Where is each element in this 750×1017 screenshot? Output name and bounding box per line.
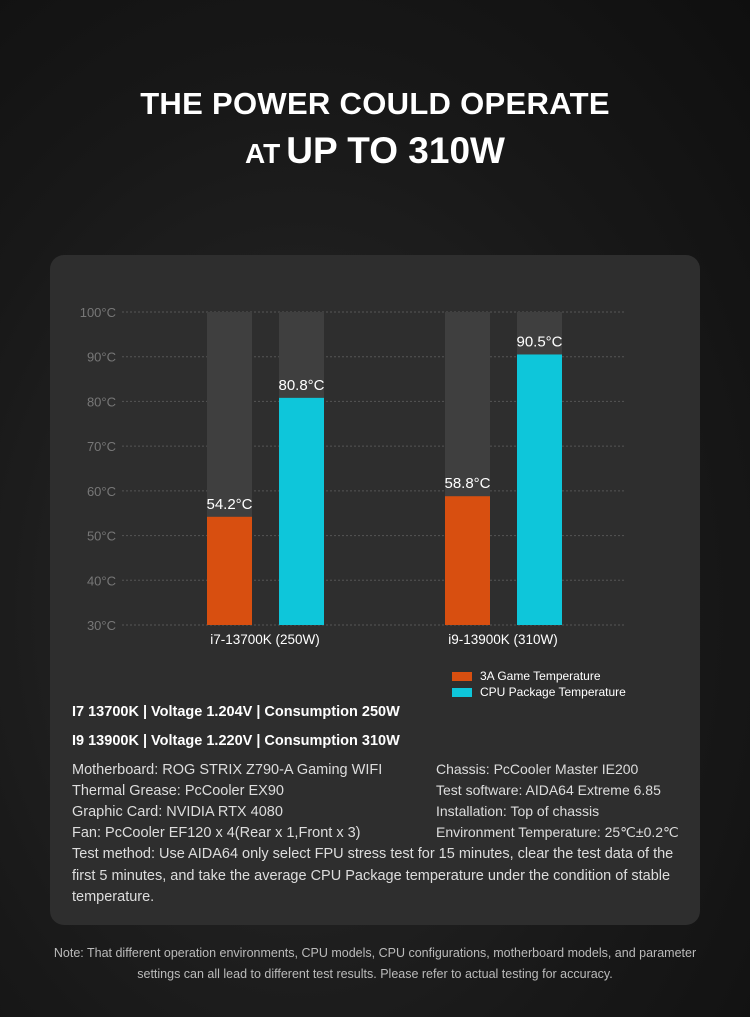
info-left: Motherboard: ROG STRIX Z790-A Gaming WIF… (72, 760, 382, 844)
legend-swatch-cyan (452, 688, 472, 698)
legend-label: 3A Game Temperature (480, 669, 601, 683)
legend-swatch-orange (452, 672, 472, 682)
bar-value-label: 90.5°C (516, 333, 562, 350)
y-tick-label: 60°C (87, 484, 116, 499)
legend-item-game: 3A Game Temperature (452, 669, 601, 683)
y-tick-label: 30°C (87, 618, 116, 633)
legend-item-package: CPU Package Temperature (452, 685, 626, 699)
info-graphic-card: Graphic Card: NVIDIA RTX 4080 (72, 804, 283, 820)
info-thermal-grease: Thermal Grease: PcCooler EX90 (72, 783, 284, 799)
chart-panel (50, 255, 700, 925)
bar-value-label: 54.2°C (206, 496, 252, 513)
disclaimer-note: Note: That different operation environme… (53, 946, 697, 981)
y-tick-label: 100°C (80, 305, 116, 320)
y-tick-label: 40°C (87, 573, 116, 588)
bar-value-label: 58.8°C (444, 475, 490, 492)
info-chassis: Chassis: PcCooler Master IE200 (436, 761, 639, 777)
temperature-bar-chart: 30°C 40°C 50°C 60°C 70°C 80°C 90°C 100°C 54.2°C 8… (80, 305, 625, 647)
bar-cpu-package-1 (517, 354, 562, 625)
info-environment-temp: Environment Temperature: 25℃±0.2℃ (436, 824, 679, 840)
bar-game-1 (445, 496, 490, 625)
info-test-software: Test software: AIDA64 Extreme 6.85 (436, 782, 661, 798)
test-method: Test method: Use AIDA64 only select FPU … (72, 846, 674, 905)
info-right: Chassis: PcCooler Master IE200 Test soft… (436, 759, 679, 843)
info-fan: Fan: PcCooler EF120 x 4(Rear x 1,Front x… (72, 825, 361, 841)
x-category-label: i9-13900K (310W) (448, 632, 558, 647)
info-motherboard: Motherboard: ROG STRIX Z790-A Gaming WIF… (72, 762, 383, 778)
y-tick-label: 90°C (87, 350, 116, 365)
headline-line1: THE POWER COULD OPERATE (140, 86, 610, 121)
headline-main: UP TO 310W (286, 130, 505, 171)
x-category-label: i7-13700K (250W) (210, 632, 320, 647)
headline-line2: AT UP TO 310W (0, 130, 750, 172)
bar-game-0 (207, 516, 252, 625)
spec-i9: I9 13900K | Voltage 1.220V | Consumption… (72, 733, 400, 749)
y-tick-label: 80°C (87, 394, 116, 409)
legend-label: CPU Package Temperature (480, 685, 626, 699)
bar-cpu-package-0 (279, 397, 324, 625)
y-tick-label: 70°C (87, 439, 116, 454)
headline-prefix: AT (245, 138, 281, 169)
info-installation: Installation: Top of chassis (436, 803, 600, 819)
spec-i7: I7 13700K | Voltage 1.204V | Consumption… (72, 704, 400, 720)
y-tick-label: 50°C (87, 529, 116, 544)
bar-value-label: 80.8°C (278, 377, 324, 394)
